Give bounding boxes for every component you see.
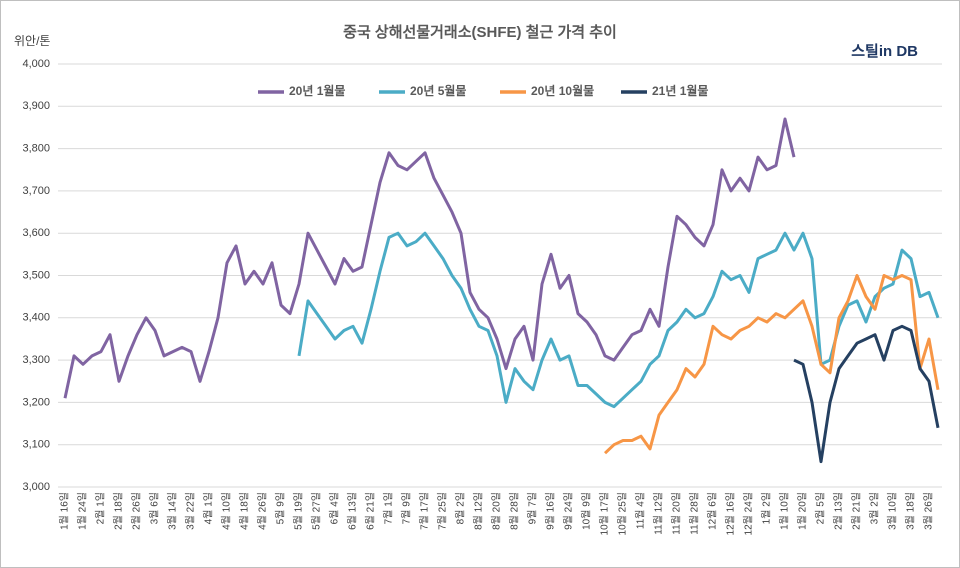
series-line bbox=[793, 324, 940, 464]
x-tick-label: 7월 1일 bbox=[383, 492, 395, 524]
y-tick-label: 3,500 bbox=[22, 269, 50, 281]
x-tick-label: 2월 26일 bbox=[131, 492, 143, 530]
x-tick-label: 12월 24일 bbox=[743, 492, 755, 535]
x-tick-label: 2월 21일 bbox=[851, 492, 863, 530]
x-tick-label: 3월 10일 bbox=[887, 492, 899, 530]
y-tick-label: 3,300 bbox=[22, 354, 50, 366]
y-tick-label: 3,900 bbox=[22, 100, 50, 112]
logo: 스틸in DB bbox=[851, 43, 918, 60]
y-tick-label: 3,800 bbox=[22, 143, 50, 155]
x-tick-label: 3월 6일 bbox=[149, 492, 161, 524]
x-tick-label: 7월 25일 bbox=[437, 492, 449, 530]
legend-label: 20년 5월물 bbox=[410, 83, 466, 98]
x-tick-label: 7월 9일 bbox=[401, 492, 413, 524]
legend-label: 20년 1월물 bbox=[289, 83, 345, 98]
x-tick-label: 12월 16일 bbox=[725, 492, 737, 535]
x-tick-label: 1월 10일 bbox=[779, 492, 791, 530]
x-tick-label: 12월 6일 bbox=[707, 492, 719, 530]
x-tick-label: 6월 13일 bbox=[347, 492, 359, 530]
x-tick-label: 10월 17일 bbox=[599, 492, 611, 535]
x-tick-label: 3월 18일 bbox=[905, 492, 917, 530]
y-tick-label: 4,000 bbox=[22, 58, 50, 70]
x-tick-label: 3월 26일 bbox=[923, 492, 935, 530]
series-line bbox=[63, 117, 796, 399]
x-tick-label: 8월 2일 bbox=[455, 492, 467, 524]
x-tick-label: 9월 16일 bbox=[545, 492, 557, 530]
x-tick-label: 8월 28일 bbox=[509, 492, 521, 530]
y-tick-label: 3,000 bbox=[22, 481, 50, 493]
x-tick-label: 4월 1일 bbox=[203, 492, 215, 524]
legend-label: 20년 10월물 bbox=[531, 83, 594, 98]
x-tick-label: 2월 13일 bbox=[833, 492, 845, 530]
x-tick-label: 8월 20일 bbox=[491, 492, 503, 530]
x-tick-label: 2월 18일 bbox=[113, 492, 125, 530]
x-tick-label: 6월 4일 bbox=[329, 492, 341, 524]
x-tick-label: 11월 28일 bbox=[689, 492, 701, 535]
x-tick-label: 5월 19일 bbox=[293, 492, 305, 530]
x-tick-label: 4월 18일 bbox=[239, 492, 251, 530]
x-tick-label: 11월 12일 bbox=[653, 492, 665, 535]
x-tick-label: 8월 12일 bbox=[473, 492, 485, 530]
x-tick-label: 11월 20일 bbox=[671, 492, 683, 535]
x-tick-label: 2월 5일 bbox=[815, 492, 827, 524]
y-tick-label: 3,600 bbox=[22, 227, 50, 239]
x-tick-label: 5월 9일 bbox=[275, 492, 287, 524]
x-tick-label: 9월 24일 bbox=[563, 492, 575, 530]
y-tick-label: 3,700 bbox=[22, 185, 50, 197]
x-tick-label: 1월 16일 bbox=[59, 492, 71, 530]
x-tick-label: 2월 1일 bbox=[95, 492, 107, 524]
x-tick-label: 1월 2일 bbox=[761, 492, 773, 524]
y-tick-label: 3,400 bbox=[22, 312, 50, 324]
x-tick-label: 11월 4일 bbox=[635, 492, 647, 529]
series-line bbox=[603, 274, 940, 455]
x-tick-label: 5월 27일 bbox=[311, 492, 323, 530]
x-tick-label: 1월 20일 bbox=[797, 492, 809, 530]
x-tick-label: 10월 25일 bbox=[617, 492, 629, 535]
x-tick-label: 6월 21일 bbox=[365, 492, 377, 530]
x-tick-label: 3월 22일 bbox=[185, 492, 197, 530]
x-tick-label: 1월 24일 bbox=[77, 492, 89, 530]
y-tick-label: 3,200 bbox=[22, 396, 50, 408]
x-tick-label: 3월 2일 bbox=[869, 492, 881, 524]
x-tick-label: 10월 9일 bbox=[581, 492, 593, 530]
x-tick-label: 3월 14일 bbox=[167, 492, 179, 530]
legend-label: 21년 1월물 bbox=[652, 83, 708, 98]
y-tick-label: 3,100 bbox=[22, 439, 50, 451]
x-tick-label: 4월 26일 bbox=[257, 492, 269, 530]
x-tick-label: 4월 10일 bbox=[221, 492, 233, 530]
chart-title: 중국 상해선물거래소(SHFE) 철근 가격 추이 bbox=[343, 23, 617, 41]
x-tick-label: 9월 7일 bbox=[527, 492, 539, 524]
y-axis-label: 위안/톤 bbox=[14, 34, 50, 48]
x-tick-label: 7월 17일 bbox=[419, 492, 431, 530]
